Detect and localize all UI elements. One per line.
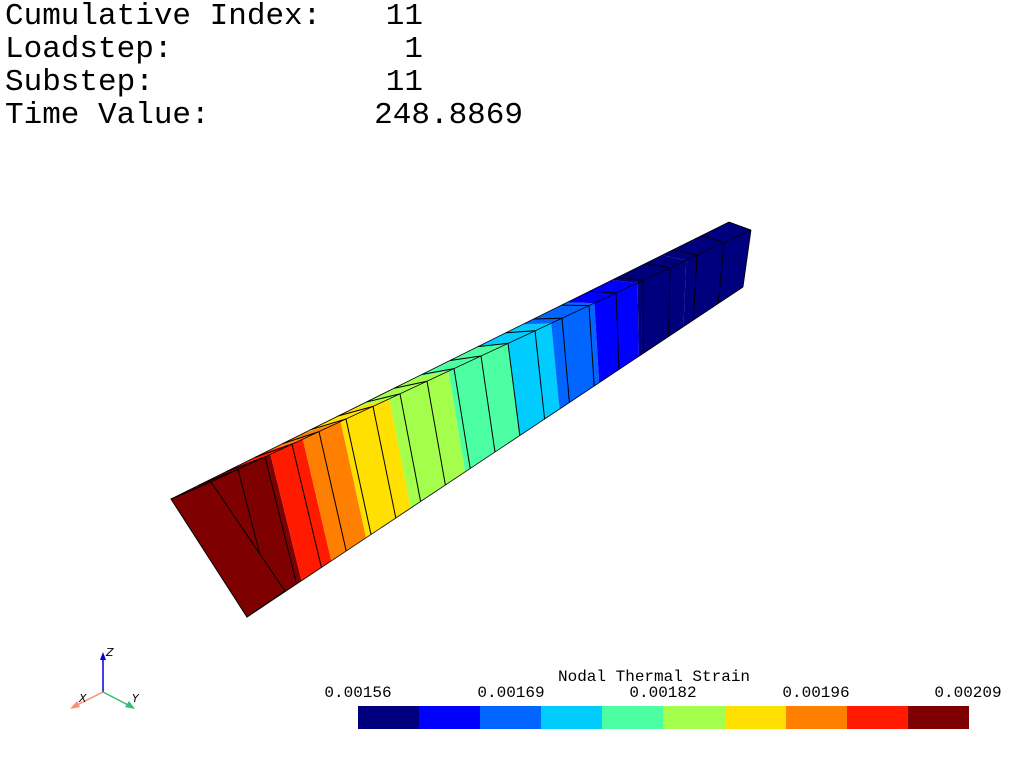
contour-band [683, 230, 751, 327]
element-edge [282, 431, 320, 445]
color-bar [358, 706, 969, 729]
cumulative-index-value: 11 [385, 0, 423, 34]
element-edge [399, 393, 422, 502]
color-bar-swatch [663, 706, 725, 729]
axis-triad: Z X Y [60, 640, 150, 720]
z-arrow-head [100, 652, 106, 660]
contour-band [448, 343, 520, 472]
contour-band [211, 454, 302, 617]
element-edge [673, 249, 698, 256]
contour-band [477, 323, 552, 347]
z-axis-label: Z [106, 646, 114, 659]
beam-model [170, 221, 752, 618]
element-edge [480, 355, 496, 453]
color-bar-swatch [541, 706, 603, 729]
element-edge [226, 456, 266, 472]
element-edge [717, 242, 725, 304]
element-edge [449, 355, 482, 361]
loadstep-value: 1 [404, 32, 423, 67]
contour-band [637, 260, 687, 357]
element-edge [533, 317, 563, 320]
element-edge [642, 280, 645, 354]
beam-outline-edge [742, 229, 752, 288]
element-edge [700, 235, 725, 244]
color-bar-swatch [846, 706, 908, 729]
element-edge [394, 380, 428, 389]
element-edge [477, 342, 509, 348]
legend-title: Nodal Thermal Strain [558, 668, 751, 686]
contour-band [508, 323, 560, 436]
legend-tick: 0.00182 [629, 684, 697, 702]
legend-tick: 0.00209 [934, 684, 1002, 702]
element-edge [615, 292, 620, 370]
element-edge [645, 263, 671, 269]
element-edge [589, 290, 617, 294]
element-edge [561, 318, 570, 403]
element-edge [291, 444, 322, 568]
color-bar-swatch [785, 706, 847, 729]
substep-value: 11 [385, 65, 423, 100]
element-edge [372, 406, 397, 519]
color-bar-swatch [419, 706, 481, 729]
contour-band [302, 421, 367, 561]
cumulative-index-row: Cumulative Index: 11 [5, 0, 565, 33]
beam-outline-edge [246, 286, 744, 618]
x-arrow-head [70, 701, 80, 709]
step-info-panel: Cumulative Index: 11 Loadstep: 1 Substep… [5, 0, 565, 132]
element-edge [507, 343, 521, 436]
legend-tick: 0.00169 [477, 684, 545, 702]
color-bar-swatch [724, 706, 786, 729]
legend-tick: 0.00196 [782, 684, 850, 702]
beam-side-face [211, 230, 751, 617]
color-bar-swatch [602, 706, 664, 729]
element-edge [345, 418, 372, 535]
element-edge [264, 456, 298, 585]
element-edge [692, 255, 698, 321]
contour-band [594, 282, 639, 383]
time-value-label: Time Value: [5, 98, 210, 133]
color-bar-swatch [358, 706, 420, 729]
x-axis-label: X [79, 692, 87, 705]
axis-triad-arrows [70, 652, 135, 709]
color-bar-swatch [907, 706, 969, 729]
y-arrow-head [125, 701, 135, 709]
legend-tick: 0.00156 [324, 684, 392, 702]
element-edge [426, 381, 446, 486]
element-edge [561, 304, 590, 307]
contour-band [355, 371, 449, 408]
loadstep-label: Loadstep: [5, 32, 173, 67]
element-edge [534, 330, 546, 420]
contour-band [389, 371, 466, 509]
beam-outline-edge [728, 221, 752, 231]
element-edge [505, 330, 536, 334]
cumulative-index-label: Cumulative Index: [5, 0, 322, 34]
loadstep-row: Loadstep: 1 [5, 33, 565, 66]
beam-outline-edge [170, 221, 730, 500]
beam-outline-edge [210, 229, 752, 483]
time-value-row: Time Value: 248.8869 [5, 99, 565, 132]
element-edge [254, 443, 293, 458]
element-edge [617, 276, 644, 281]
substep-label: Substep: [5, 65, 154, 100]
y-axis-label: Y [132, 692, 139, 705]
element-edge [338, 405, 374, 417]
element-edge [310, 418, 347, 431]
contour-band [611, 255, 687, 283]
element-edge [453, 368, 471, 469]
time-value-value: 248.8869 [374, 98, 523, 133]
element-edge [318, 431, 347, 552]
element-edge [366, 393, 401, 403]
element-edge [422, 368, 455, 375]
color-bar-swatch [480, 706, 542, 729]
element-edge [668, 267, 671, 337]
beam-end-face [170, 481, 286, 618]
substep-row: Substep: 11 [5, 66, 565, 99]
element-edge [588, 305, 595, 387]
contour-band [416, 343, 508, 378]
contour-band [662, 222, 751, 261]
